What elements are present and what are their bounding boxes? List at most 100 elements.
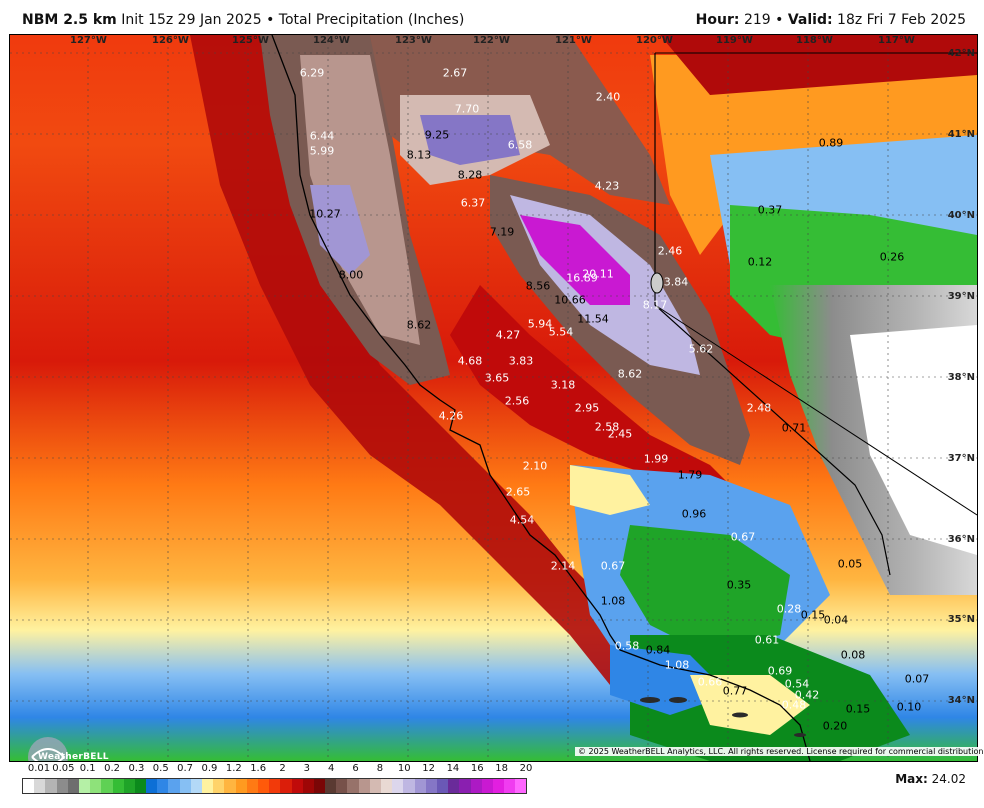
precip-value-label: 0.61 <box>754 633 780 647</box>
precip-value-label: 0.96 <box>681 507 707 521</box>
legend-tick-label: 12 <box>422 763 435 774</box>
precip-value-label: 1.99 <box>643 452 669 466</box>
precip-value-label: 6.58 <box>507 138 533 152</box>
max-value: Max: 24.02 <box>895 772 966 786</box>
legend-tick-label: 1.6 <box>250 763 267 774</box>
precip-value-label: 2.58 <box>594 420 620 434</box>
precip-value-label: 11.54 <box>577 312 609 326</box>
lat-label: 35°N <box>947 614 975 625</box>
legend-tick-label: 0.3 <box>128 763 145 774</box>
legend-tick-label: 18 <box>495 763 509 774</box>
precip-value-label: 0.66 <box>697 675 723 689</box>
precip-value-label: 0.04 <box>823 613 849 627</box>
legend-swatch <box>313 779 326 793</box>
legend-swatch <box>179 779 191 793</box>
lon-label: 126°W <box>152 35 189 46</box>
logo-swirl-icon <box>28 737 68 761</box>
legend-swatch <box>123 779 135 793</box>
legend-swatch <box>157 779 169 793</box>
precip-value-label: 9.25 <box>424 128 450 142</box>
legend-swatch <box>459 779 471 793</box>
precip-value-label: 1.79 <box>677 468 703 482</box>
legend-tick-label: 6 <box>352 763 359 774</box>
legend-swatch <box>425 779 437 793</box>
precip-value-label: 8.62 <box>406 318 432 332</box>
precip-value-label: 10.66 <box>554 293 586 307</box>
legend-tick-label: 0.01 <box>27 763 51 774</box>
legend-swatch <box>291 779 303 793</box>
precip-value-label: 6.44 <box>309 129 335 143</box>
legend-swatch <box>492 779 505 793</box>
header-bullet-2: • <box>775 12 784 28</box>
legend-swatch <box>448 779 460 793</box>
legend-swatch <box>23 779 35 793</box>
lat-label: 41°N <box>947 129 975 140</box>
precip-value-label: 5.54 <box>548 325 574 339</box>
header-left: NBM 2.5 km Init 15z 29 Jan 2025 • Total … <box>22 12 464 28</box>
precip-value-label: 0.67 <box>730 530 756 544</box>
product-name: Total Precipitation (Inches) <box>278 12 465 28</box>
precip-value-label: 8.56 <box>525 279 551 293</box>
legend-tick-label: 0.7 <box>177 763 194 774</box>
legend-swatch <box>302 779 314 793</box>
legend-swatch <box>101 779 113 793</box>
lon-label: 125°W <box>232 35 269 46</box>
legend-tick-label: 8 <box>376 763 384 774</box>
hour-label: Hour: <box>695 12 740 28</box>
legend-swatch <box>470 779 482 793</box>
precipitation-map[interactable]: 127°W 126°W 125°W 124°W 123°W 122°W 121°… <box>9 34 978 762</box>
legend-swatch <box>280 779 292 793</box>
logo-text: WeatherBELL <box>38 752 109 762</box>
precip-value-label: 0.54 <box>784 677 810 691</box>
header-bullet: • <box>266 12 275 28</box>
legend-colorbar <box>22 778 528 794</box>
header-right: Hour: 219 • Valid: 18z Fri 7 Feb 2025 <box>696 12 966 28</box>
model-name: NBM 2.5 km <box>22 12 117 28</box>
precip-value-label: 0.58 <box>614 639 640 653</box>
precip-value-label: 2.10 <box>522 459 548 473</box>
precip-value-label: 3.84 <box>663 275 689 289</box>
lon-label: 121°W <box>555 35 592 46</box>
color-legend: 0.01 0.05 0.1 0.2 0.3 0.5 0.7 0.9 1.2 1.6 2 3 4 6 8 10 1… <box>22 763 702 803</box>
legend-swatch <box>347 779 359 793</box>
legend-swatch <box>392 779 404 793</box>
lon-label: 120°W <box>636 35 673 46</box>
legend-swatch <box>56 779 68 793</box>
legend-swatch <box>134 779 147 793</box>
lon-label: 118°W <box>796 35 833 46</box>
legend-swatch <box>403 779 415 793</box>
precip-value-label: 0.84 <box>645 643 671 657</box>
precip-value-label: 2.67 <box>442 66 468 80</box>
precip-value-label: 0.35 <box>726 578 752 592</box>
legend-swatch <box>381 779 393 793</box>
precip-value-label: 0.77 <box>722 684 748 698</box>
precip-value-label: 1.08 <box>600 594 626 608</box>
precip-value-label: 0.10 <box>896 700 922 714</box>
legend-swatch <box>515 779 527 793</box>
lat-label: 37°N <box>947 453 975 464</box>
precip-value-label: 2.65 <box>505 485 531 499</box>
legend-tick-label: 4 <box>328 763 335 774</box>
precip-value-label: 8.28 <box>457 168 483 182</box>
lon-label: 127°W <box>70 35 107 46</box>
lat-label: 39°N <box>947 291 975 302</box>
precip-value-label: 0.69 <box>767 664 793 678</box>
legend-swatch <box>336 779 348 793</box>
precip-value-label: 6.37 <box>460 196 486 210</box>
lat-label: 34°N <box>947 695 975 706</box>
precip-value-label: 2.56 <box>504 394 530 408</box>
lat-label: 40°N <box>947 210 975 221</box>
valid-value: 18z Fri 7 Feb 2025 <box>837 12 966 28</box>
legend-swatch <box>34 779 46 793</box>
precip-value-label: 8.17 <box>642 298 668 312</box>
legend-swatch <box>190 779 202 793</box>
legend-swatch <box>90 779 102 793</box>
legend-swatch <box>414 779 426 793</box>
lat-label: 38°N <box>947 372 975 383</box>
legend-swatch <box>67 779 79 793</box>
precip-value-label: 2.14 <box>550 559 576 573</box>
precip-value-label: 0.20 <box>822 719 848 733</box>
precip-value-label: 4.23 <box>594 179 620 193</box>
precip-value-label: 0.15 <box>800 608 826 622</box>
precip-value-label: 3.18 <box>550 378 576 392</box>
